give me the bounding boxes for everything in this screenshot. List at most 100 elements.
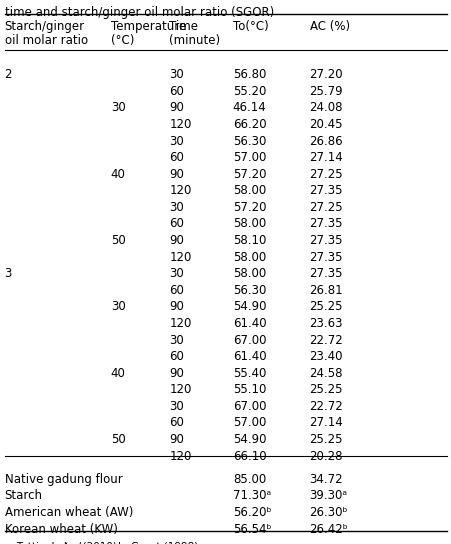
- Text: Starch/ginger: Starch/ginger: [5, 20, 84, 33]
- Text: 27.14: 27.14: [309, 416, 343, 429]
- Text: 54.90: 54.90: [232, 433, 266, 446]
- Text: 20.45: 20.45: [309, 118, 342, 131]
- Text: 60: 60: [169, 218, 184, 231]
- Text: 30: 30: [169, 400, 184, 413]
- Text: 120: 120: [169, 251, 192, 264]
- Text: 26.81: 26.81: [309, 284, 342, 297]
- Text: 58.00: 58.00: [232, 218, 266, 231]
- Text: 40: 40: [110, 168, 125, 181]
- Text: 90: 90: [169, 300, 184, 313]
- Text: 58.00: 58.00: [232, 251, 266, 264]
- Text: 30: 30: [169, 267, 184, 280]
- Text: 57.00: 57.00: [232, 151, 266, 164]
- Text: 27.35: 27.35: [309, 234, 342, 247]
- Text: 60: 60: [169, 416, 184, 429]
- Text: 20.28: 20.28: [309, 449, 342, 462]
- Text: 26.42ᵇ: 26.42ᵇ: [309, 523, 348, 535]
- Text: b: b: [118, 542, 125, 544]
- Text: 57.20: 57.20: [232, 168, 266, 181]
- Text: 60: 60: [169, 85, 184, 98]
- Text: 26.30ᵇ: 26.30ᵇ: [309, 506, 347, 519]
- Text: 24.58: 24.58: [309, 367, 342, 380]
- Text: 56.30: 56.30: [232, 134, 266, 147]
- Text: 56.80: 56.80: [232, 68, 266, 81]
- Text: 58.00: 58.00: [232, 184, 266, 197]
- Text: 60: 60: [169, 284, 184, 297]
- Text: 61.40: 61.40: [232, 317, 266, 330]
- Text: 58.00: 58.00: [232, 267, 266, 280]
- Text: 40: 40: [110, 367, 125, 380]
- Text: 2: 2: [5, 68, 12, 81]
- Text: American wheat (AW): American wheat (AW): [5, 506, 133, 519]
- Text: 120: 120: [169, 317, 192, 330]
- Text: 30: 30: [169, 134, 184, 147]
- Text: Temperature: Temperature: [110, 20, 185, 33]
- Text: 27.35: 27.35: [309, 218, 342, 231]
- Text: 27.20: 27.20: [309, 68, 342, 81]
- Text: Native gadung flour: Native gadung flour: [5, 473, 122, 486]
- Text: 67.00: 67.00: [232, 333, 266, 347]
- Text: 85.00: 85.00: [232, 473, 266, 486]
- Text: 30: 30: [110, 300, 125, 313]
- Text: 25.25: 25.25: [309, 384, 342, 396]
- Text: 27.35: 27.35: [309, 267, 342, 280]
- Text: oil molar ratio: oil molar ratio: [5, 34, 87, 47]
- Text: a: a: [5, 542, 11, 544]
- Text: 39.30ᵃ: 39.30ᵃ: [309, 490, 347, 502]
- Text: 60: 60: [169, 151, 184, 164]
- Text: Starch: Starch: [5, 490, 42, 502]
- Text: 50: 50: [110, 433, 125, 446]
- Text: 27.14: 27.14: [309, 151, 343, 164]
- Text: 56.20ᵇ: 56.20ᵇ: [232, 506, 271, 519]
- Text: 55.20: 55.20: [232, 85, 266, 98]
- Text: : Grant (1998): : Grant (1998): [124, 542, 198, 544]
- Text: . (2010);: . (2010);: [76, 542, 124, 544]
- Text: 57.20: 57.20: [232, 201, 266, 214]
- Text: 34.72: 34.72: [309, 473, 342, 486]
- Text: To(°C): To(°C): [232, 20, 268, 33]
- Text: 90: 90: [169, 101, 184, 114]
- Text: 27.25: 27.25: [309, 168, 342, 181]
- Text: 25.79: 25.79: [309, 85, 342, 98]
- Text: et al: et al: [58, 542, 81, 544]
- Text: 90: 90: [169, 234, 184, 247]
- Text: 23.40: 23.40: [309, 350, 342, 363]
- Text: Korean wheat (KW): Korean wheat (KW): [5, 523, 117, 535]
- Text: 55.10: 55.10: [232, 384, 266, 396]
- Text: 3: 3: [5, 267, 12, 280]
- Text: 58.10: 58.10: [232, 234, 266, 247]
- Text: 25.25: 25.25: [309, 433, 342, 446]
- Text: 67.00: 67.00: [232, 400, 266, 413]
- Text: 57.00: 57.00: [232, 416, 266, 429]
- Text: 61.40: 61.40: [232, 350, 266, 363]
- Text: 30: 30: [169, 333, 184, 347]
- Text: 27.35: 27.35: [309, 184, 342, 197]
- Text: 30: 30: [169, 201, 184, 214]
- Text: (°C): (°C): [110, 34, 134, 47]
- Text: 30: 30: [110, 101, 125, 114]
- Text: 54.90: 54.90: [232, 300, 266, 313]
- Text: 71.30ᵃ: 71.30ᵃ: [232, 490, 270, 502]
- Text: 56.30: 56.30: [232, 284, 266, 297]
- Text: 120: 120: [169, 384, 192, 396]
- Text: 24.08: 24.08: [309, 101, 342, 114]
- Text: 50: 50: [110, 234, 125, 247]
- Text: 25.25: 25.25: [309, 300, 342, 313]
- Text: 26.86: 26.86: [309, 134, 342, 147]
- Text: 27.35: 27.35: [309, 251, 342, 264]
- Text: 90: 90: [169, 433, 184, 446]
- Text: : Tattiyakul: : Tattiyakul: [10, 542, 70, 544]
- Text: Time: Time: [169, 20, 198, 33]
- Text: 90: 90: [169, 168, 184, 181]
- Text: 60: 60: [169, 350, 184, 363]
- Text: 120: 120: [169, 184, 192, 197]
- Text: 23.63: 23.63: [309, 317, 342, 330]
- Text: 22.72: 22.72: [309, 333, 343, 347]
- Text: 66.10: 66.10: [232, 449, 266, 462]
- Text: 22.72: 22.72: [309, 400, 343, 413]
- Text: time and starch/ginger oil molar ratio (SGOR): time and starch/ginger oil molar ratio (…: [5, 6, 273, 19]
- Text: 46.14: 46.14: [232, 101, 266, 114]
- Text: 56.54ᵇ: 56.54ᵇ: [232, 523, 271, 535]
- Text: AC (%): AC (%): [309, 20, 349, 33]
- Text: 66.20: 66.20: [232, 118, 266, 131]
